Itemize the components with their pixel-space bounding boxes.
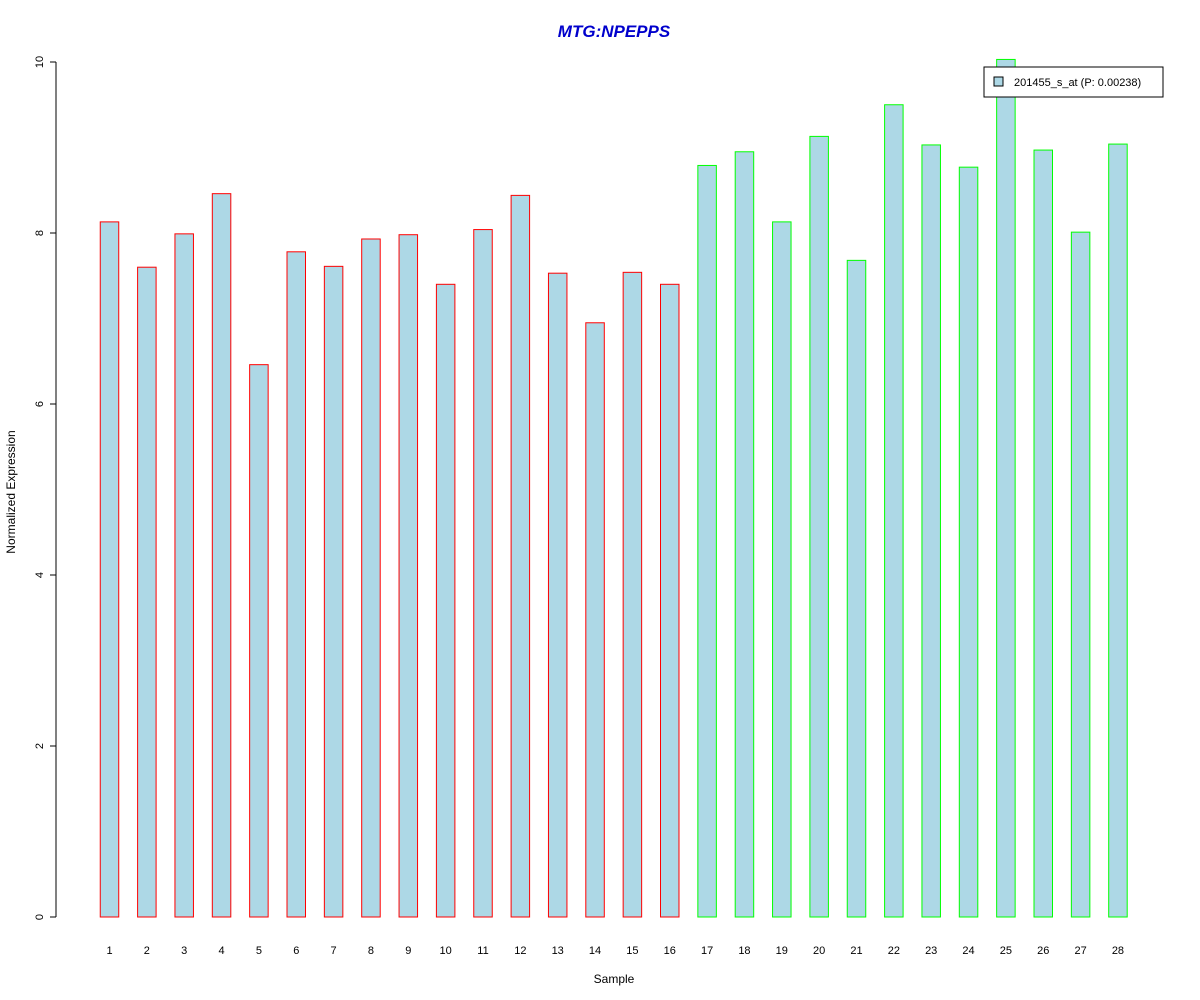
x-tick-label: 16: [664, 945, 676, 957]
x-tick-label: 28: [1112, 945, 1124, 957]
x-tick-label: 8: [368, 945, 374, 957]
x-tick-label: 6: [293, 945, 299, 957]
bar-21: [846, 259, 867, 918]
x-axis-label: Sample: [594, 972, 635, 986]
y-tick-label: 2: [34, 743, 46, 749]
x-tick-label: 9: [405, 945, 411, 957]
bars-group: [99, 58, 1128, 918]
bar-27: [1070, 231, 1091, 918]
x-tick-label: 22: [888, 945, 900, 957]
y-tick-label: 0: [34, 914, 46, 920]
x-tick-label: 10: [440, 945, 452, 957]
bar-7: [323, 265, 344, 918]
y-axis: 0 2 4 6 8 10: [34, 56, 57, 920]
x-tick-label: 1: [106, 945, 112, 957]
bar-10: [435, 283, 456, 918]
legend-label: 201455_s_at (P: 0.00238): [1014, 77, 1141, 89]
x-tick-label: 18: [738, 945, 750, 957]
x-tick-label: 27: [1074, 945, 1086, 957]
x-tick-labels: 1 2 3 4 5 6 7 8 9 10 11 12 13 14 15 16 17 18 19 20 21 22 23 24 2…: [106, 945, 1124, 957]
x-tick-label: 20: [813, 945, 825, 957]
y-tick-label: 4: [34, 572, 46, 578]
bar-6: [286, 251, 306, 918]
bar-25: [996, 58, 1016, 918]
x-tick-label: 2: [144, 945, 150, 957]
bar-2: [137, 266, 157, 918]
chart-title: MTG:NPEPPS: [558, 22, 671, 41]
bar-1: [99, 221, 120, 918]
y-tick-label: 10: [34, 56, 46, 68]
x-tick-label: 3: [181, 945, 187, 957]
x-tick-label: 25: [1000, 945, 1012, 957]
x-tick-label: 11: [477, 945, 488, 957]
x-tick-label: 17: [701, 945, 713, 957]
x-tick-label: 5: [256, 945, 262, 957]
bar-26: [1033, 149, 1053, 918]
bar-9: [398, 234, 419, 918]
x-tick-label: 23: [925, 945, 937, 957]
bar-17: [697, 164, 717, 918]
bar-12: [510, 194, 531, 918]
bar-24: [958, 166, 979, 918]
bar-13: [547, 272, 568, 918]
bar-16: [660, 283, 680, 918]
bar-28: [1108, 143, 1128, 918]
bar-19: [772, 221, 792, 918]
x-tick-label: 14: [589, 945, 601, 957]
legend-swatch: [993, 76, 1004, 87]
x-tick-label: 15: [626, 945, 638, 957]
x-tick-label: 7: [331, 945, 337, 957]
bar-23: [921, 144, 941, 918]
bar-8: [361, 238, 381, 918]
bar-20: [809, 135, 829, 918]
x-tick-label: 13: [552, 945, 564, 957]
x-tick-label: 4: [218, 945, 224, 957]
bar-4: [211, 193, 232, 918]
legend: 201455_s_at (P: 0.00238): [983, 66, 1164, 98]
legend-box: [983, 66, 1164, 98]
bar-3: [174, 233, 194, 918]
x-tick-label: 26: [1037, 945, 1049, 957]
x-tick-label: 19: [776, 945, 788, 957]
bar-18: [734, 151, 755, 918]
bar-22: [884, 104, 904, 918]
x-tick-label: 21: [850, 945, 862, 957]
x-tick-label: 12: [514, 945, 526, 957]
x-tick-label: 24: [962, 945, 974, 957]
bar-15: [622, 271, 643, 918]
bar-14: [585, 322, 605, 918]
y-tick-label: 8: [34, 230, 46, 236]
y-axis-label: Normalized Expression: [4, 430, 18, 553]
bar-11: [473, 229, 493, 918]
y-tick-label: 6: [34, 401, 46, 407]
bar-5: [249, 364, 269, 918]
